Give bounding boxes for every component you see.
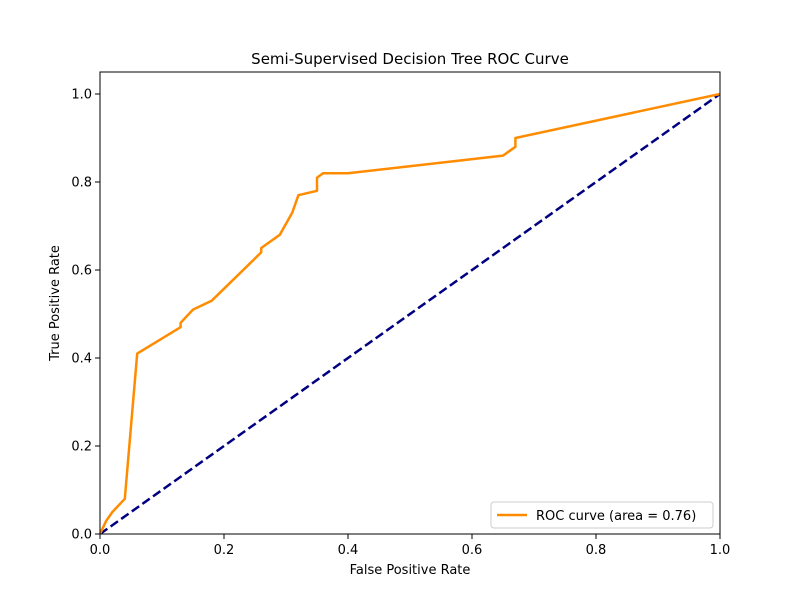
y-tick-label: 0.4 bbox=[71, 352, 92, 367]
roc-curve-line bbox=[100, 92, 720, 534]
x-tick-label: 0.0 bbox=[90, 543, 111, 558]
chance-diagonal-line bbox=[100, 92, 720, 534]
y-tick-label: 0.2 bbox=[71, 440, 92, 455]
y-tick-label: 0.8 bbox=[71, 176, 92, 191]
y-tick-label: 0.0 bbox=[71, 528, 92, 543]
y-axis-label: True Positive Rate bbox=[48, 245, 63, 362]
y-tick-label: 0.6 bbox=[71, 264, 92, 279]
x-tick-label: 0.2 bbox=[214, 543, 235, 558]
plot-area bbox=[100, 92, 720, 534]
y-tick-label: 1.0 bbox=[71, 88, 92, 103]
legend-box bbox=[490, 501, 714, 529]
x-axis-label: False Positive Rate bbox=[350, 563, 471, 578]
x-tick-label: 0.6 bbox=[462, 543, 483, 558]
y-axis: 0.0 0.2 0.4 0.6 0.8 1.0 bbox=[71, 88, 100, 543]
axes-frame bbox=[99, 71, 721, 535]
x-tick-label: 0.8 bbox=[586, 543, 607, 558]
chart-title: Semi-Supervised Decision Tree ROC Curve bbox=[251, 50, 569, 68]
x-tick-label: 1.0 bbox=[710, 543, 731, 558]
x-tick-label: 0.4 bbox=[338, 543, 359, 558]
x-axis: 0.0 0.2 0.4 0.6 0.8 1.0 bbox=[90, 534, 731, 558]
legend: ROC curve (area = 0.76) bbox=[490, 501, 714, 529]
legend-label: ROC curve (area = 0.76) bbox=[536, 509, 696, 524]
